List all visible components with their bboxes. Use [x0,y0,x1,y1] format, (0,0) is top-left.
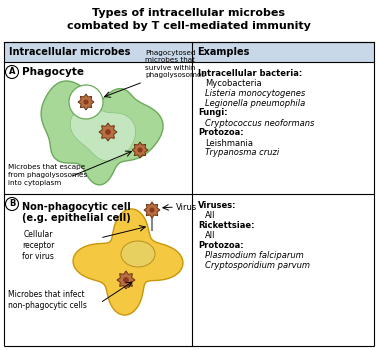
Text: All: All [205,211,215,220]
Circle shape [149,208,155,212]
FancyBboxPatch shape [4,42,374,62]
Circle shape [84,99,88,105]
Circle shape [69,85,103,119]
Text: A: A [9,68,15,77]
Polygon shape [73,209,183,315]
Text: Microbes that infect
non-phagocytic cells: Microbes that infect non-phagocytic cell… [8,290,87,310]
Text: combated by T cell-mediated immunity: combated by T cell-mediated immunity [67,21,311,31]
Text: All: All [205,231,215,240]
Text: Intracellular bacteria:: Intracellular bacteria: [198,69,302,78]
Text: Cryptococcus neoformans: Cryptococcus neoformans [205,119,314,127]
Text: B: B [9,199,15,209]
Text: Mycobacteria: Mycobacteria [205,79,262,89]
Text: Protozoa:: Protozoa: [198,128,244,137]
Text: Protozoa:: Protozoa: [198,241,244,250]
Polygon shape [70,107,136,161]
Circle shape [105,129,111,135]
Circle shape [6,65,19,78]
Polygon shape [144,202,160,218]
Text: Viruses:: Viruses: [198,201,237,210]
Circle shape [6,197,19,210]
Text: Cryptosporidium parvum: Cryptosporidium parvum [205,261,310,270]
Polygon shape [41,81,163,185]
Text: Phagocytosed
microbes that
survive within
phagolysosomos: Phagocytosed microbes that survive withi… [145,49,205,78]
Text: Trypanosma cruzi: Trypanosma cruzi [205,148,279,157]
Text: Fungi:: Fungi: [198,108,228,117]
Polygon shape [99,123,117,141]
Text: Phagocyte: Phagocyte [22,67,84,77]
Text: Leishmania: Leishmania [205,139,253,147]
Polygon shape [117,271,135,289]
Text: Legionella pneumophila: Legionella pneumophila [205,98,305,107]
Text: Virus: Virus [176,203,197,211]
Polygon shape [132,142,148,158]
Text: Types of intracellular microbes: Types of intracellular microbes [93,8,285,18]
Circle shape [138,147,143,153]
Text: Plasmodium falciparum: Plasmodium falciparum [205,252,304,260]
Text: Examples: Examples [197,47,249,57]
Text: (e.g. epithelial cell): (e.g. epithelial cell) [22,213,131,223]
Text: Rickettsiae:: Rickettsiae: [198,221,254,230]
Text: Intracellular microbes: Intracellular microbes [9,47,130,57]
Text: Microbes that escape
from phagolysosomes
into cytoplasm: Microbes that escape from phagolysosomes… [8,164,87,186]
Text: Listeria monocytogenes: Listeria monocytogenes [205,89,305,98]
Text: Non-phagocytic cell: Non-phagocytic cell [22,202,131,212]
Ellipse shape [121,241,155,267]
Circle shape [123,277,129,283]
Text: Cellular
receptor
for virus: Cellular receptor for virus [22,230,54,261]
Polygon shape [78,94,94,110]
